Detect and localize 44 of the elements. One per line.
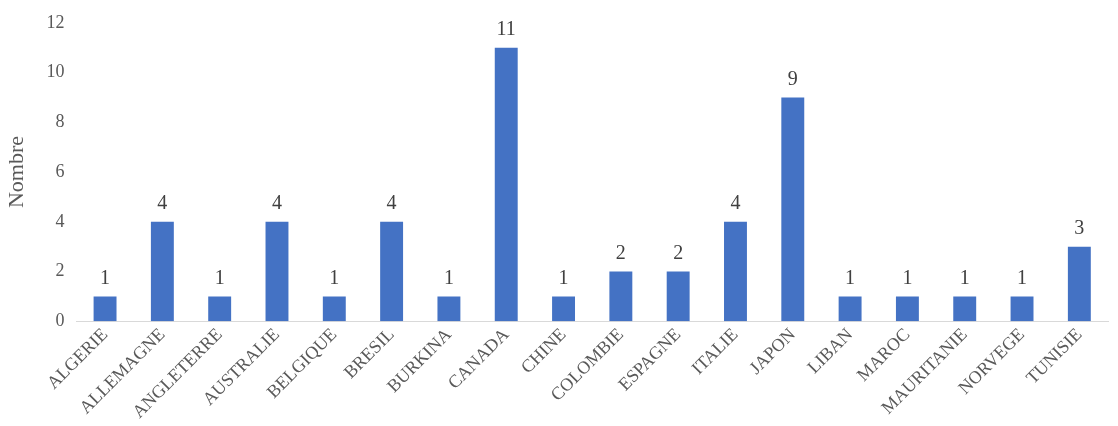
data-label: 2 — [673, 240, 684, 263]
bar — [724, 221, 747, 322]
data-label: 1 — [959, 265, 970, 288]
data-label: 9 — [787, 66, 798, 89]
data-label: 1 — [100, 265, 111, 288]
data-label: 1 — [1017, 265, 1028, 288]
y-tick-label: 2 — [55, 260, 65, 281]
y-tick-label: 10 — [46, 61, 65, 82]
bar — [93, 296, 117, 322]
bar — [552, 296, 576, 322]
bar — [150, 221, 174, 322]
data-label: 1 — [214, 265, 225, 288]
bar — [437, 296, 461, 322]
y-tick-label: 6 — [55, 160, 65, 181]
bar — [895, 296, 919, 322]
bar — [666, 271, 690, 322]
bar — [838, 296, 862, 322]
data-label: 1 — [902, 265, 913, 288]
data-label: 1 — [558, 265, 569, 288]
bar — [322, 296, 346, 322]
y-tick-label: 4 — [55, 210, 65, 231]
data-label: 2 — [615, 240, 626, 263]
data-label: 4 — [271, 191, 282, 214]
data-label: 1 — [443, 265, 454, 288]
bar — [208, 296, 232, 322]
data-label: 3 — [1074, 215, 1085, 238]
data-label: 11 — [496, 16, 516, 39]
bar — [609, 271, 633, 322]
bar — [781, 97, 805, 322]
bar — [494, 47, 518, 322]
bar — [1010, 296, 1034, 322]
data-label: 4 — [730, 191, 741, 214]
y-axis-title: Nombre — [2, 136, 28, 209]
data-label: 4 — [386, 191, 397, 214]
data-label: 1 — [845, 265, 856, 288]
y-tick-label: 0 — [55, 310, 65, 331]
data-label: 4 — [157, 191, 168, 214]
y-tick-label: 12 — [46, 11, 65, 32]
bar — [953, 296, 977, 322]
bar — [380, 221, 404, 322]
data-label: 1 — [329, 265, 340, 288]
y-tick-label: 8 — [55, 111, 65, 132]
bar — [265, 221, 289, 322]
bar — [1067, 246, 1091, 322]
